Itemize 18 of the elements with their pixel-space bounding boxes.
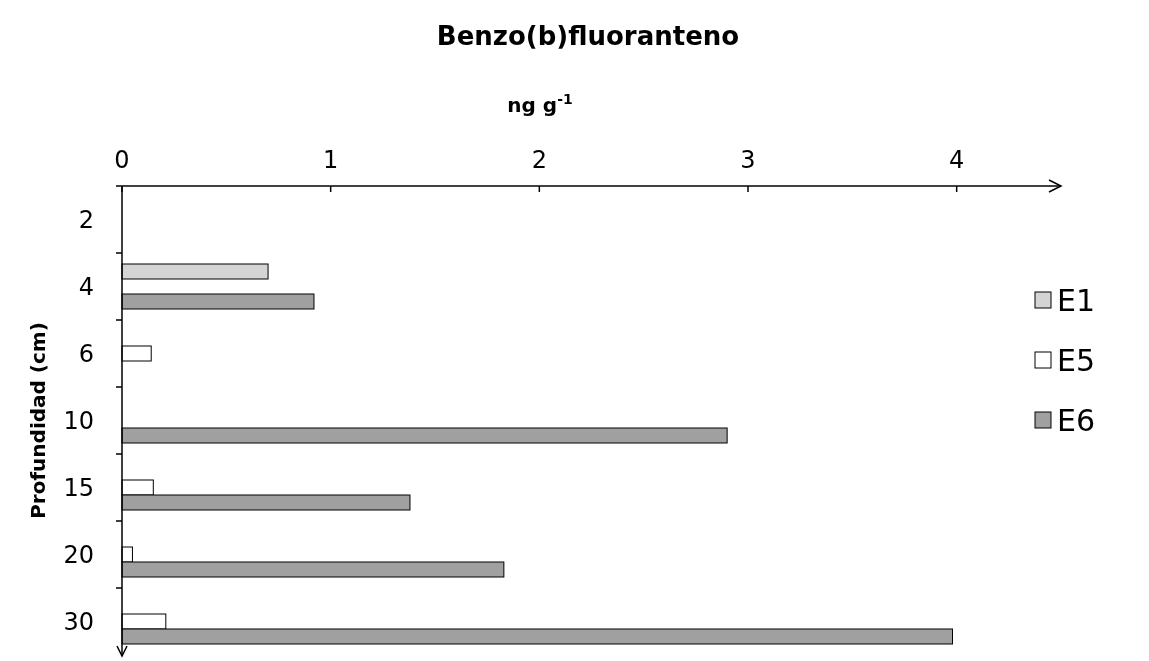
x-tick-label: 3 bbox=[740, 146, 756, 174]
chart-title: Benzo(b)fluoranteno bbox=[436, 21, 740, 51]
y-tick-label: 20 bbox=[63, 540, 94, 569]
x-tick-label: 1 bbox=[323, 146, 339, 174]
x-tick-label: 2 bbox=[531, 146, 547, 174]
y-tick-label: 6 bbox=[78, 339, 94, 368]
x-tick-label: 0 bbox=[114, 146, 130, 174]
legend-label: E5 bbox=[1057, 343, 1096, 378]
y-tick-label: 10 bbox=[63, 406, 94, 435]
x-axis-title: ng g$^{-1}$ bbox=[507, 91, 573, 117]
y-tick-label: 15 bbox=[63, 473, 94, 502]
y-tick-label: 4 bbox=[78, 272, 94, 301]
legend-label: E1 bbox=[1057, 283, 1096, 318]
y-tick-label: 2 bbox=[78, 205, 94, 234]
legend-label: E6 bbox=[1057, 403, 1096, 438]
y-tick-label: 30 bbox=[63, 607, 94, 636]
x-tick-label: 4 bbox=[949, 146, 965, 174]
y-axis-title: Profundidad (cm) bbox=[26, 322, 50, 519]
